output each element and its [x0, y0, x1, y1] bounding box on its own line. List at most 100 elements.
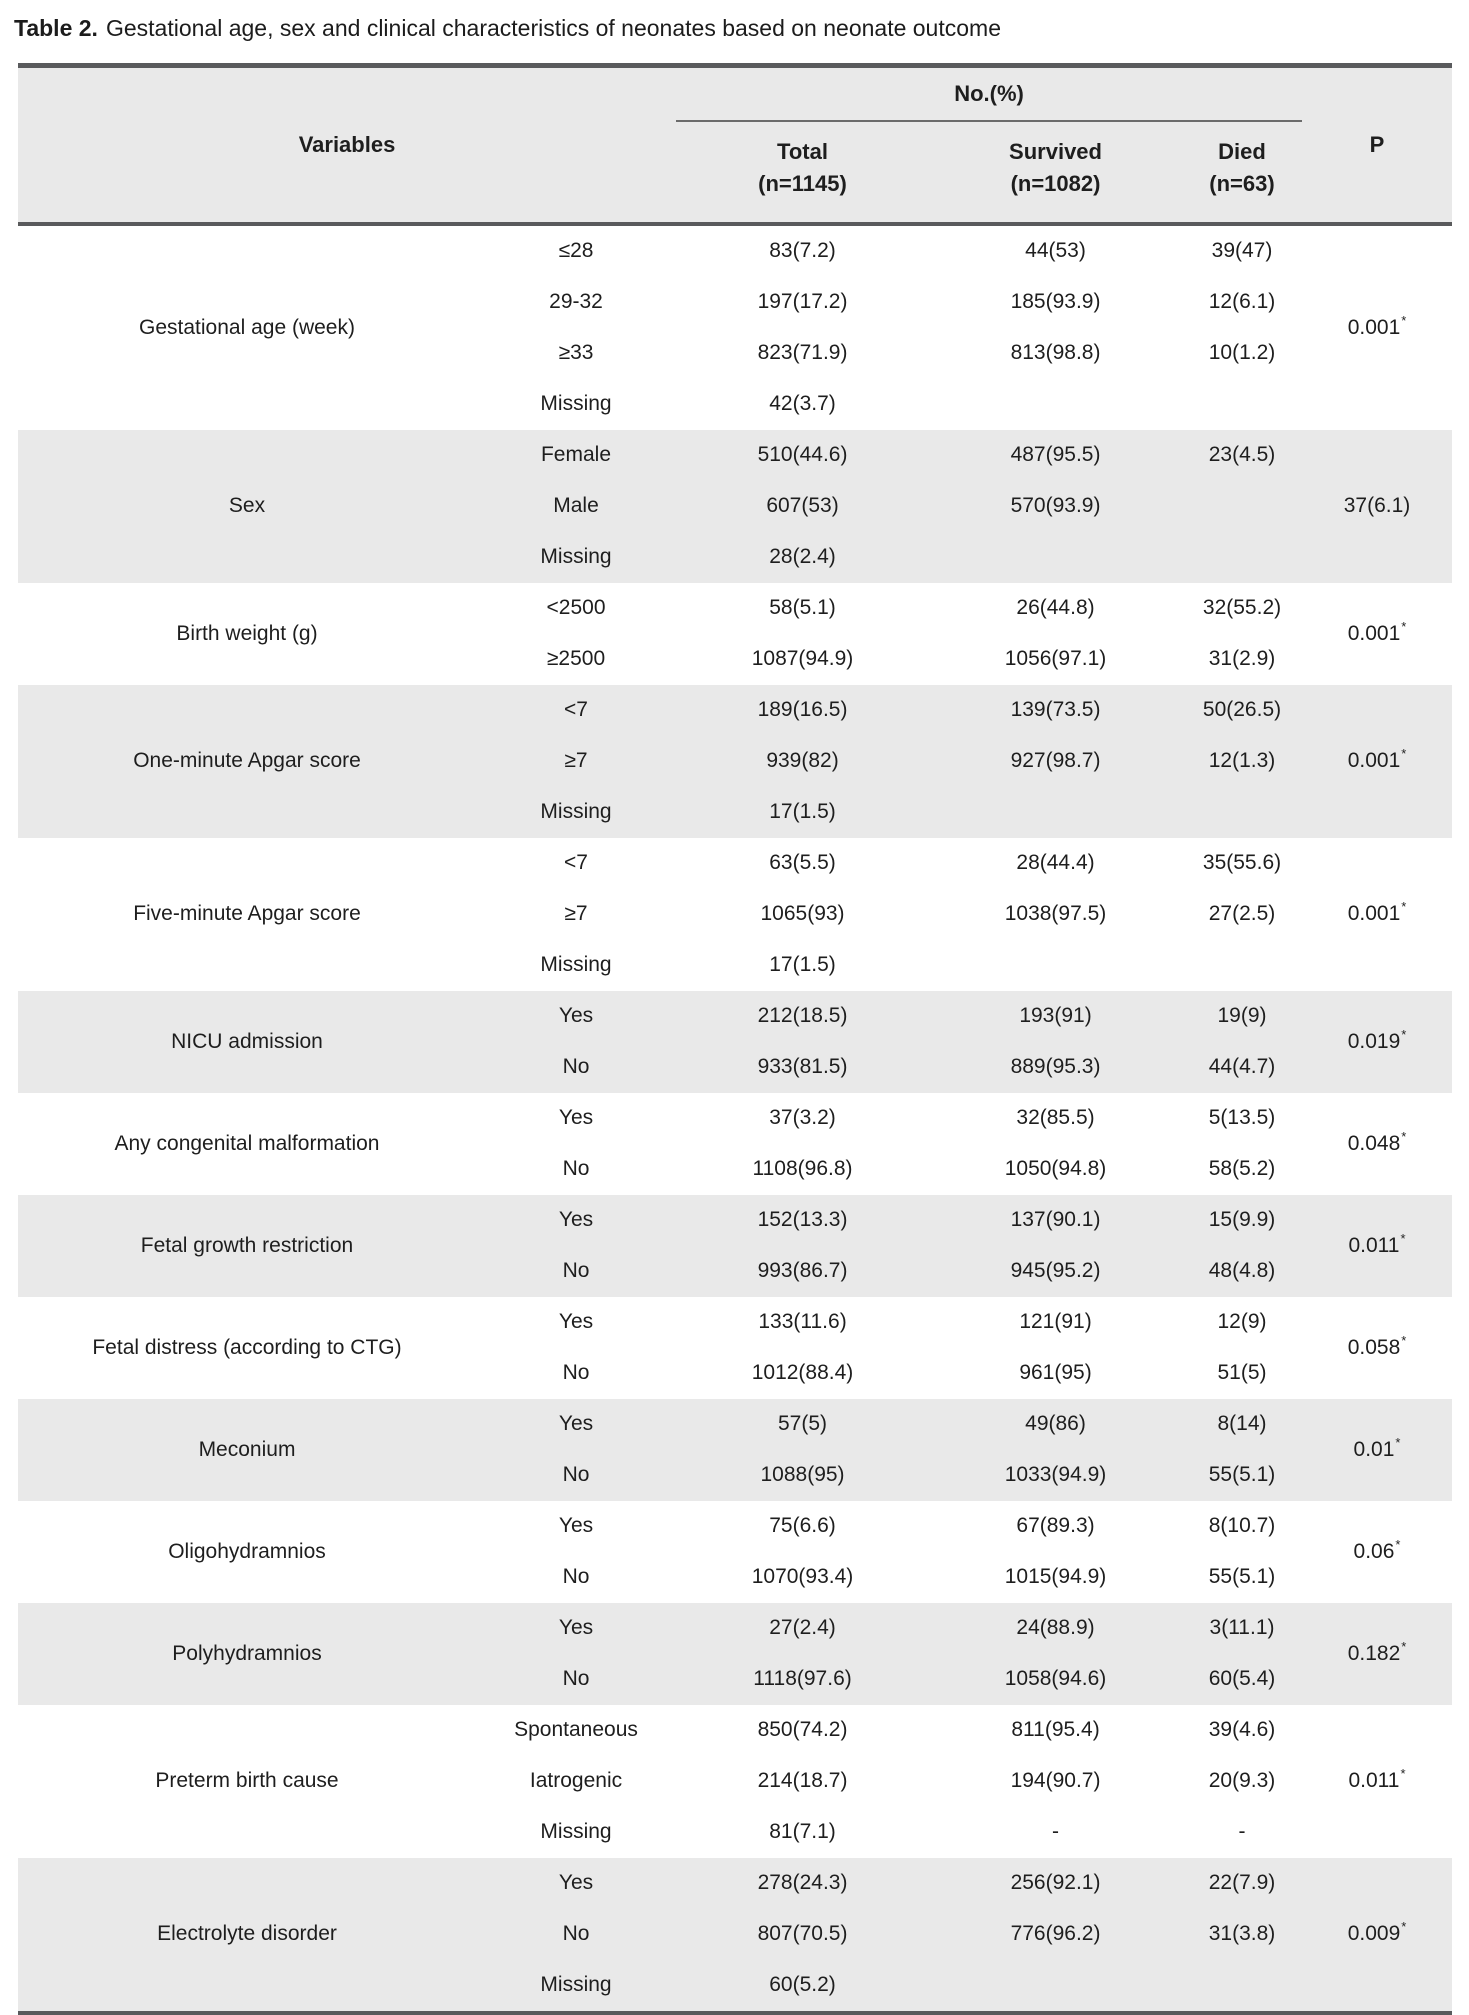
survived-cell: 194(90.7)	[929, 1755, 1183, 1807]
died-cell	[1182, 531, 1303, 583]
header-died-n: (n=63)	[1209, 170, 1275, 196]
variable-name: One-minute Apgar score	[18, 684, 476, 838]
died-cell	[1182, 480, 1303, 532]
category-cell: Spontaneous	[476, 1704, 677, 1756]
survived-cell: 487(95.5)	[929, 429, 1183, 481]
category-cell: Yes	[476, 1602, 677, 1654]
p-value-cell: 0.06*	[1302, 1500, 1453, 1603]
table-row: Iatrogenic 214(18.7) 194(90.7) 20(9.3)	[18, 1755, 1452, 1807]
table-row: Five-minute Apgar score <7 63(5.5) 28(44.4)…	[18, 837, 1453, 991]
p-value-cell: 0.011*	[1302, 1194, 1453, 1297]
table-row: No 993(86.7) 945(95.2) 48(4.8)	[18, 1245, 1452, 1297]
table-row: Meconium Yes 57(5) 49(86) 8(14) 0.01*	[18, 1398, 1453, 1501]
p-value: 0.06	[1353, 1539, 1395, 1563]
table-row: Polyhydramnios Yes 27(2.4) 24(88.9) 3(11.1) 0…	[18, 1602, 1453, 1705]
total-cell: 42(3.7)	[676, 378, 930, 430]
total-cell: 81(7.1)	[676, 1806, 930, 1858]
total-cell: 17(1.5)	[676, 786, 930, 838]
p-value-cell	[1302, 531, 1453, 583]
died-cell: 22(7.9)	[1182, 1857, 1303, 1909]
p-value-cell: 0.001*	[1302, 684, 1453, 838]
variable-name: Fetal distress (according to CTG)	[18, 1296, 476, 1399]
table-caption-label: Table 2.	[14, 15, 98, 41]
table-row: Missing 28(2.4)	[18, 531, 1453, 583]
total-cell: 939(82)	[676, 735, 930, 787]
total-cell: 807(70.5)	[676, 1908, 930, 1960]
survived-cell: 193(91)	[929, 990, 1183, 1042]
table-row: No 1108(96.8) 1050(94.8) 58(5.2)	[18, 1143, 1452, 1195]
p-value: 0.182	[1347, 1641, 1401, 1665]
p-value-cell: 0.001*	[1302, 582, 1453, 685]
survived-cell: 1056(97.1)	[929, 633, 1183, 685]
p-value-cell: 0.001*	[1302, 837, 1453, 991]
total-cell: 607(53)	[676, 480, 930, 532]
total-cell: 1065(93)	[676, 888, 930, 940]
category-cell: No	[476, 1143, 677, 1195]
survived-cell: 1038(97.5)	[929, 888, 1183, 940]
p-value: 0.011	[1348, 1769, 1400, 1793]
category-cell: ≥33	[476, 327, 677, 379]
survived-cell: 961(95)	[929, 1347, 1183, 1399]
died-cell: 35(55.6)	[1182, 837, 1303, 889]
died-cell: 48(4.8)	[1182, 1245, 1303, 1297]
total-cell: 1088(95)	[676, 1449, 930, 1501]
header-total: Total (n=1145)	[676, 120, 930, 224]
died-cell	[1182, 786, 1303, 838]
died-cell: 20(9.3)	[1182, 1755, 1303, 1807]
total-cell: 17(1.5)	[676, 939, 930, 991]
died-cell	[1182, 939, 1303, 991]
total-cell: 189(16.5)	[676, 684, 930, 736]
total-cell: 57(5)	[676, 1398, 930, 1450]
header-variables: Variables	[18, 65, 677, 224]
table-row: Preterm birth cause Spontaneous 850(74.2) 8…	[18, 1704, 1453, 1858]
category-cell: Yes	[476, 990, 677, 1042]
survived-cell: 137(90.1)	[929, 1194, 1183, 1246]
p-asterisk: *	[1401, 618, 1407, 634]
died-cell: 55(5.1)	[1182, 1449, 1303, 1501]
p-value: 0.019	[1347, 1029, 1401, 1053]
variable-name: Gestational age (week)	[18, 223, 476, 430]
category-cell: No	[476, 1245, 677, 1297]
survived-cell: 121(91)	[929, 1296, 1183, 1348]
header-died-label: Died	[1218, 138, 1266, 164]
p-value-cell: 0.182*	[1302, 1602, 1453, 1705]
header-died: Died (n=63)	[1182, 120, 1303, 224]
table-row: Missing 17(1.5)	[18, 786, 1452, 838]
total-cell: 214(18.7)	[676, 1755, 930, 1807]
total-cell: 63(5.5)	[676, 837, 930, 889]
died-cell: 58(5.2)	[1182, 1143, 1303, 1195]
died-cell: 31(2.9)	[1182, 633, 1303, 685]
table-row: No 807(70.5) 776(96.2) 31(3.8)	[18, 1908, 1452, 1960]
variable-name: Any congenital malformation	[18, 1092, 476, 1195]
survived-cell: 49(86)	[929, 1398, 1183, 1450]
category-cell: ≥2500	[476, 633, 677, 685]
category-cell: Yes	[476, 1857, 677, 1909]
category-cell: ≤28	[476, 223, 677, 277]
survived-cell: 776(96.2)	[929, 1908, 1183, 1960]
total-cell: 823(71.9)	[676, 327, 930, 379]
table-row: Fetal distress (according to CTG) Yes 133(…	[18, 1296, 1453, 1399]
survived-cell: 1015(94.9)	[929, 1551, 1183, 1603]
died-cell: 39(4.6)	[1182, 1704, 1303, 1756]
table-row: Electrolyte disorder Yes 278(24.3) 256(92.1…	[18, 1857, 1453, 2013]
table-row: Male 607(53) 570(93.9) 37(6.1)	[18, 480, 1453, 532]
p-asterisk: *	[1401, 1919, 1407, 1935]
variable-name: Five-minute Apgar score	[18, 837, 476, 991]
survived-cell: 811(95.4)	[929, 1704, 1183, 1756]
survived-cell: 24(88.9)	[929, 1602, 1183, 1654]
p-value: 0.001	[1347, 621, 1401, 645]
table-row: Birth weight (g) <2500 58(5.1) 26(44.8) 32(5…	[18, 582, 1453, 685]
category-cell: Yes	[476, 1500, 677, 1552]
survived-cell	[929, 786, 1183, 838]
variable-name: Preterm birth cause	[18, 1704, 476, 1858]
variable-name: Birth weight (g)	[18, 582, 476, 685]
p-value-cell: 0.011*	[1302, 1704, 1453, 1858]
died-cell: 10(1.2)	[1182, 327, 1303, 379]
header-p: P	[1302, 65, 1453, 224]
died-cell: 60(5.4)	[1182, 1653, 1303, 1705]
died-cell: 5(13.5)	[1182, 1092, 1303, 1144]
p-value-cell: 0.009*	[1302, 1857, 1453, 2013]
survived-cell: 813(98.8)	[929, 327, 1183, 379]
data-table: Variables No.(%) P Total (n=1145) Surviv…	[18, 62, 1453, 2015]
